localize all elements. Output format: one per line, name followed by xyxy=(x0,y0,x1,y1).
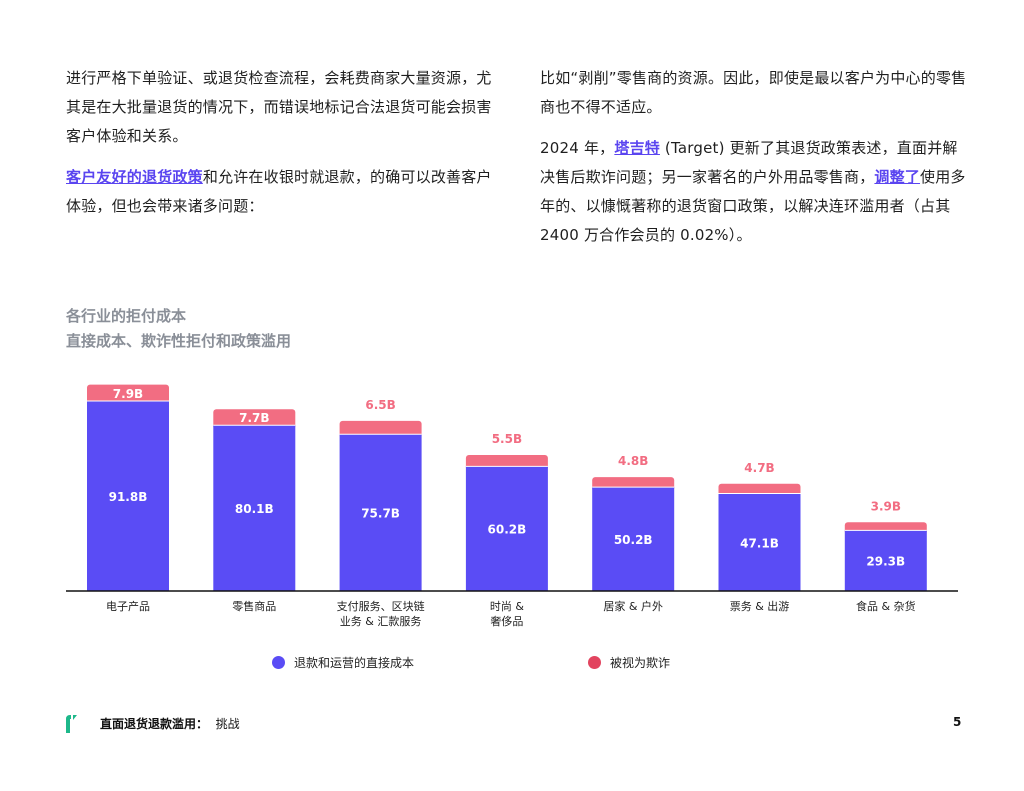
page-number: 5 xyxy=(953,715,962,729)
data-label-fraud: 4.7B xyxy=(744,461,774,475)
bar-direct-cost xyxy=(844,530,927,591)
footer-title: 直面退货退款滥用： 挑战 xyxy=(100,715,240,732)
x-tick-label: 奢侈品 xyxy=(490,614,523,628)
brand-logo-icon xyxy=(66,715,77,733)
x-tick-label: 居家 & 户外 xyxy=(603,599,663,613)
chart-title: 各行业的拒付成本 xyxy=(66,307,187,325)
legend-item-direct-cost: 退款和运营的直接成本 xyxy=(272,654,414,671)
left-text-column: 进行严格下单验证、或退货检查流程，会耗费商家大量资源，尤其是在大批量退货的情况下… xyxy=(66,64,496,233)
customer-friendly-policy-link[interactable]: 客户友好的退货政策 xyxy=(66,168,203,186)
left-paragraph-2-text: 和允许在收银时就退款，的确可以改善客户体验，但也会带来诸多问题： xyxy=(66,168,492,215)
x-tick-label: 电子产品 xyxy=(106,599,150,613)
bar-fraud xyxy=(213,409,296,430)
bar-fraud xyxy=(87,384,169,405)
right-paragraph-1: 比如“剥削”零售商的资源。因此，即使是最以客户为中心的零售商也不得不适应。 xyxy=(540,69,967,116)
adjusted-policy-link[interactable]: 调整了 xyxy=(874,168,921,186)
stacked-bar-chart: 91.8B 7.9B 电子产品 80.1B 7.7B 零售商品 75.7B 6.5B 支付服务、… xyxy=(66,384,958,628)
data-label-fraud: 7.7B xyxy=(239,411,269,425)
data-label-direct-cost: 60.2B xyxy=(488,523,527,537)
x-tick-label: 零售商品 xyxy=(232,599,276,613)
x-tick-label: 支付服务、区块链 xyxy=(337,599,425,613)
target-link[interactable]: 塔吉特 xyxy=(614,139,660,157)
data-label-fraud: 5.5B xyxy=(492,432,522,446)
data-label-fraud: 3.9B xyxy=(871,499,901,513)
bar-direct-cost xyxy=(592,487,675,591)
legend-dot-fraud xyxy=(588,656,601,669)
data-label-direct-cost: 29.3B xyxy=(866,555,905,569)
chart-subtitle: 直接成本、欺诈性拒付和政策滥用 xyxy=(66,332,292,350)
x-tick-label: 食品 & 杂货 xyxy=(856,599,916,613)
data-label-direct-cost: 75.7B xyxy=(361,507,400,521)
data-label-direct-cost: 47.1B xyxy=(740,536,779,550)
legend-dot-direct-cost xyxy=(272,656,285,669)
bar-direct-cost xyxy=(465,466,548,591)
left-paragraph-1: 进行严格下单验证、或退货检查流程，会耗费商家大量资源，尤其是在大批量退货的情况下… xyxy=(66,69,492,145)
legend-item-fraud: 被视为欺诈 xyxy=(588,654,670,671)
bar-direct-cost xyxy=(339,434,422,591)
right-paragraph-2-text-c: 使用多年的、以慷慨著称的退货窗口政策，以解决连环滥用者（占其 2400 万合作会… xyxy=(540,168,966,244)
x-tick-label: 时尚 & xyxy=(490,599,524,613)
bar-direct-cost xyxy=(213,425,296,591)
data-label-direct-cost: 80.1B xyxy=(235,502,274,516)
data-label-fraud: 4.8B xyxy=(618,454,648,468)
bar-direct-cost xyxy=(87,400,169,591)
data-label-fraud: 7.9B xyxy=(113,387,143,401)
right-paragraph-2: 2024 年，塔吉特 (Target) 更新了其退货政策表述，直面并解决售后欺诈… xyxy=(540,134,970,250)
data-label-direct-cost: 50.2B xyxy=(614,533,653,547)
data-label-direct-cost: 91.8B xyxy=(109,490,148,504)
footer-subtitle: 挑战 xyxy=(215,717,240,731)
right-paragraph-2-text-b: (Target) 更新了其退货政策表述，直面并解决售后欺诈问题；另一家著名的户外… xyxy=(540,139,958,186)
bar-direct-cost xyxy=(718,493,801,591)
right-text-column: 比如“剥削”零售商的资源。因此，即使是最以客户为中心的零售商也不得不适应。 20… xyxy=(540,64,970,262)
legend-label-direct-cost: 退款和运营的直接成本 xyxy=(294,656,415,670)
left-paragraph-2: 客户友好的退货政策和允许在收银时就退款，的确可以改善客户体验，但也会带来诸多问题… xyxy=(66,163,496,221)
legend-label-fraud: 被视为欺诈 xyxy=(610,656,671,670)
x-tick-label: 票务 & 出游 xyxy=(730,599,790,613)
right-paragraph-2-text-a: 2024 年， xyxy=(540,139,615,157)
x-tick-label: 业务 & 汇款服务 xyxy=(340,614,422,628)
data-label-fraud: 6.5B xyxy=(365,398,395,412)
footer-title-bold: 直面退货退款滥用： xyxy=(100,717,209,731)
